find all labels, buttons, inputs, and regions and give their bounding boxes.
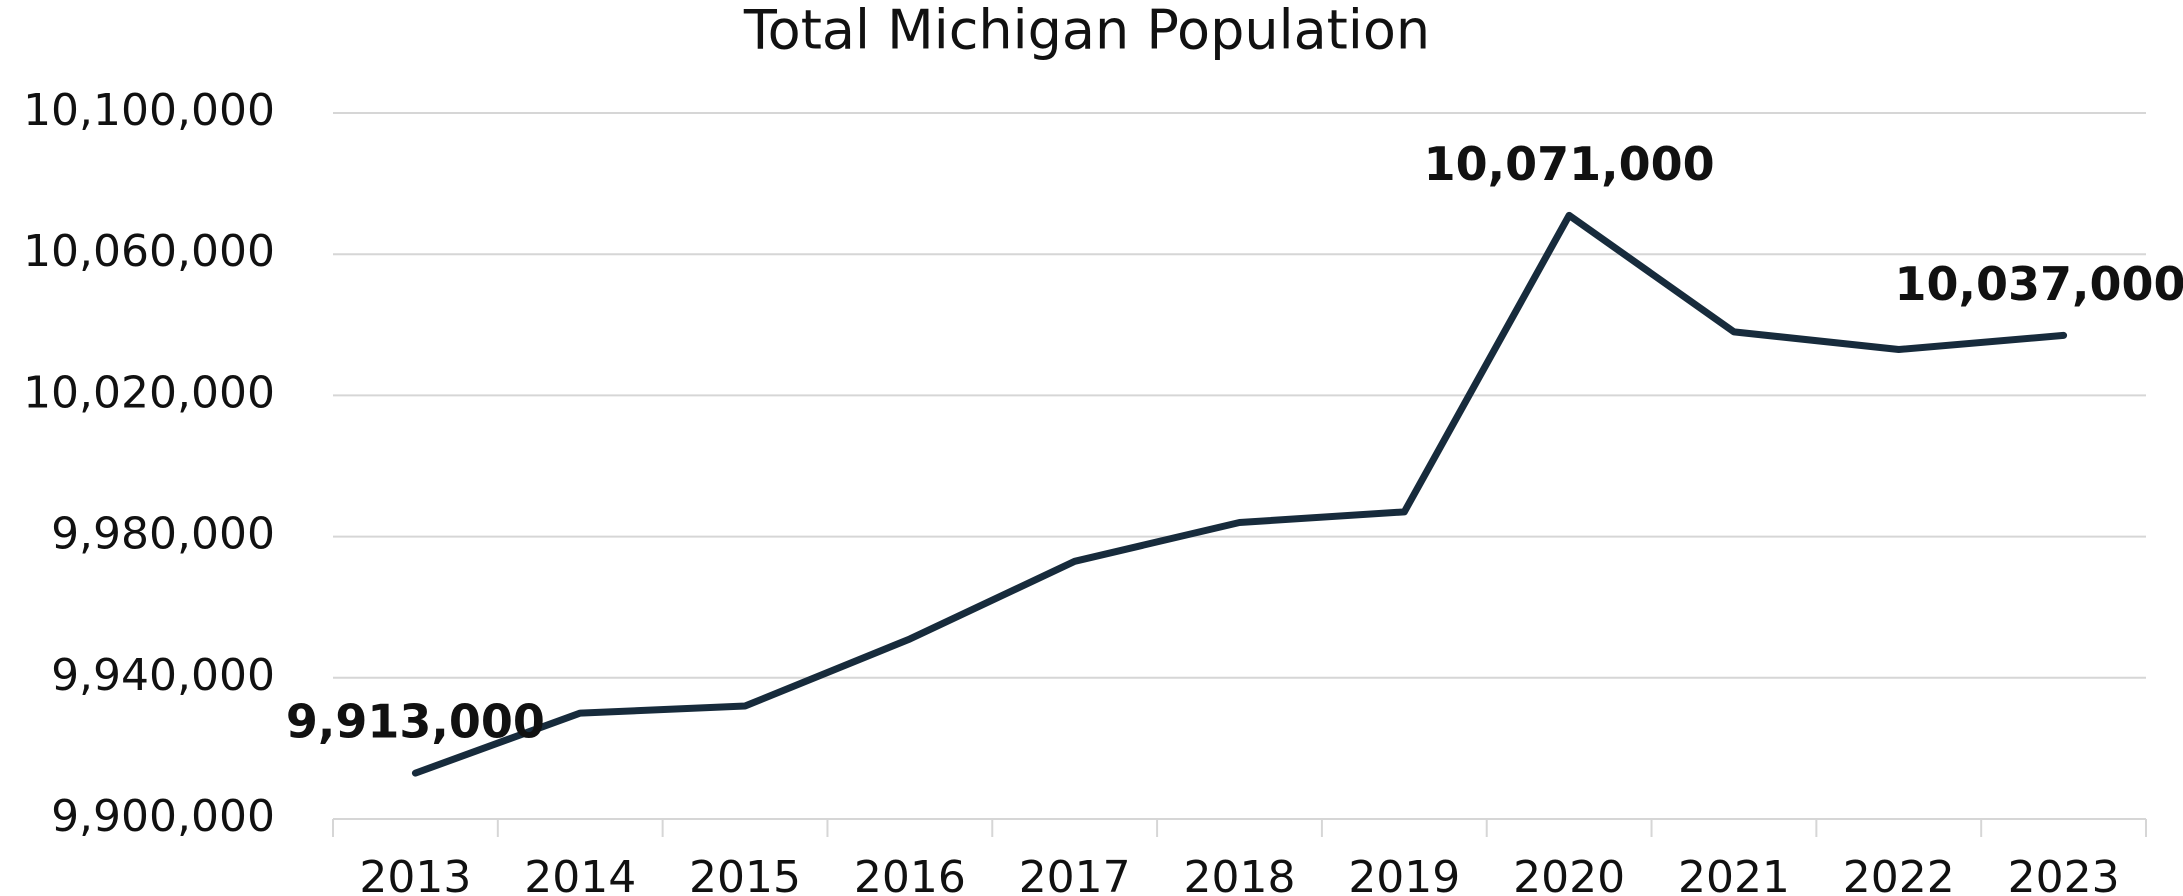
y-tick-label: 9,980,000 (51, 509, 275, 560)
data-label: 9,913,000 (286, 695, 545, 749)
y-tick-label: 9,900,000 (51, 791, 275, 842)
line (411, 211, 2068, 777)
data-label: 10,071,000 (1424, 137, 1715, 191)
x-tick-label: 2015 (689, 852, 801, 896)
data-label: 10,037,000 (1894, 257, 2183, 311)
x-tick-label: 2013 (359, 852, 471, 896)
x-tick-label: 2019 (1348, 852, 1460, 896)
y-tick-label: 9,940,000 (51, 650, 275, 701)
x-tick-label: 2016 (854, 852, 966, 896)
y-tick-label: 10,020,000 (23, 367, 275, 418)
x-tick-label: 2020 (1513, 852, 1625, 896)
x-tick-label: 2021 (1678, 852, 1790, 896)
x-tick-label: 2023 (2008, 852, 2120, 896)
x-tick-label: 2022 (1843, 852, 1955, 896)
chart-title: Total Michigan Population (743, 0, 1430, 62)
y-tick-label: 10,100,000 (23, 85, 275, 136)
x-tick-label: 2018 (1184, 852, 1296, 896)
x-tick-label: 2014 (524, 852, 636, 896)
y-tick-label: 10,060,000 (23, 226, 275, 277)
x-tick-label: 2017 (1019, 852, 1131, 896)
